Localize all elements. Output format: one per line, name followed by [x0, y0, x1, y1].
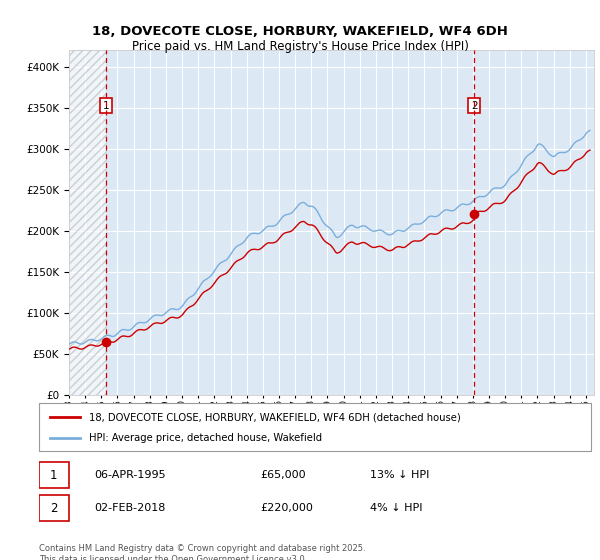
- Text: 02-FEB-2018: 02-FEB-2018: [94, 503, 166, 514]
- Text: Price paid vs. HM Land Registry's House Price Index (HPI): Price paid vs. HM Land Registry's House …: [131, 40, 469, 53]
- Text: HPI: Average price, detached house, Wakefield: HPI: Average price, detached house, Wake…: [89, 433, 322, 444]
- Text: 18, DOVECOTE CLOSE, HORBURY, WAKEFIELD, WF4 6DH: 18, DOVECOTE CLOSE, HORBURY, WAKEFIELD, …: [92, 25, 508, 38]
- Text: 13% ↓ HPI: 13% ↓ HPI: [370, 470, 430, 480]
- Text: 1: 1: [50, 469, 58, 482]
- Text: 4% ↓ HPI: 4% ↓ HPI: [370, 503, 423, 514]
- Text: 2: 2: [50, 502, 58, 515]
- Text: 2: 2: [471, 100, 478, 110]
- Text: 1: 1: [103, 100, 109, 110]
- FancyBboxPatch shape: [39, 403, 591, 451]
- FancyBboxPatch shape: [39, 495, 70, 521]
- Text: £220,000: £220,000: [260, 503, 313, 514]
- FancyBboxPatch shape: [39, 463, 70, 488]
- Text: £65,000: £65,000: [260, 470, 305, 480]
- Text: 06-APR-1995: 06-APR-1995: [94, 470, 166, 480]
- Text: Contains HM Land Registry data © Crown copyright and database right 2025.
This d: Contains HM Land Registry data © Crown c…: [39, 544, 365, 560]
- Bar: [69, 50, 106, 395]
- Text: 18, DOVECOTE CLOSE, HORBURY, WAKEFIELD, WF4 6DH (detached house): 18, DOVECOTE CLOSE, HORBURY, WAKEFIELD, …: [89, 412, 460, 422]
